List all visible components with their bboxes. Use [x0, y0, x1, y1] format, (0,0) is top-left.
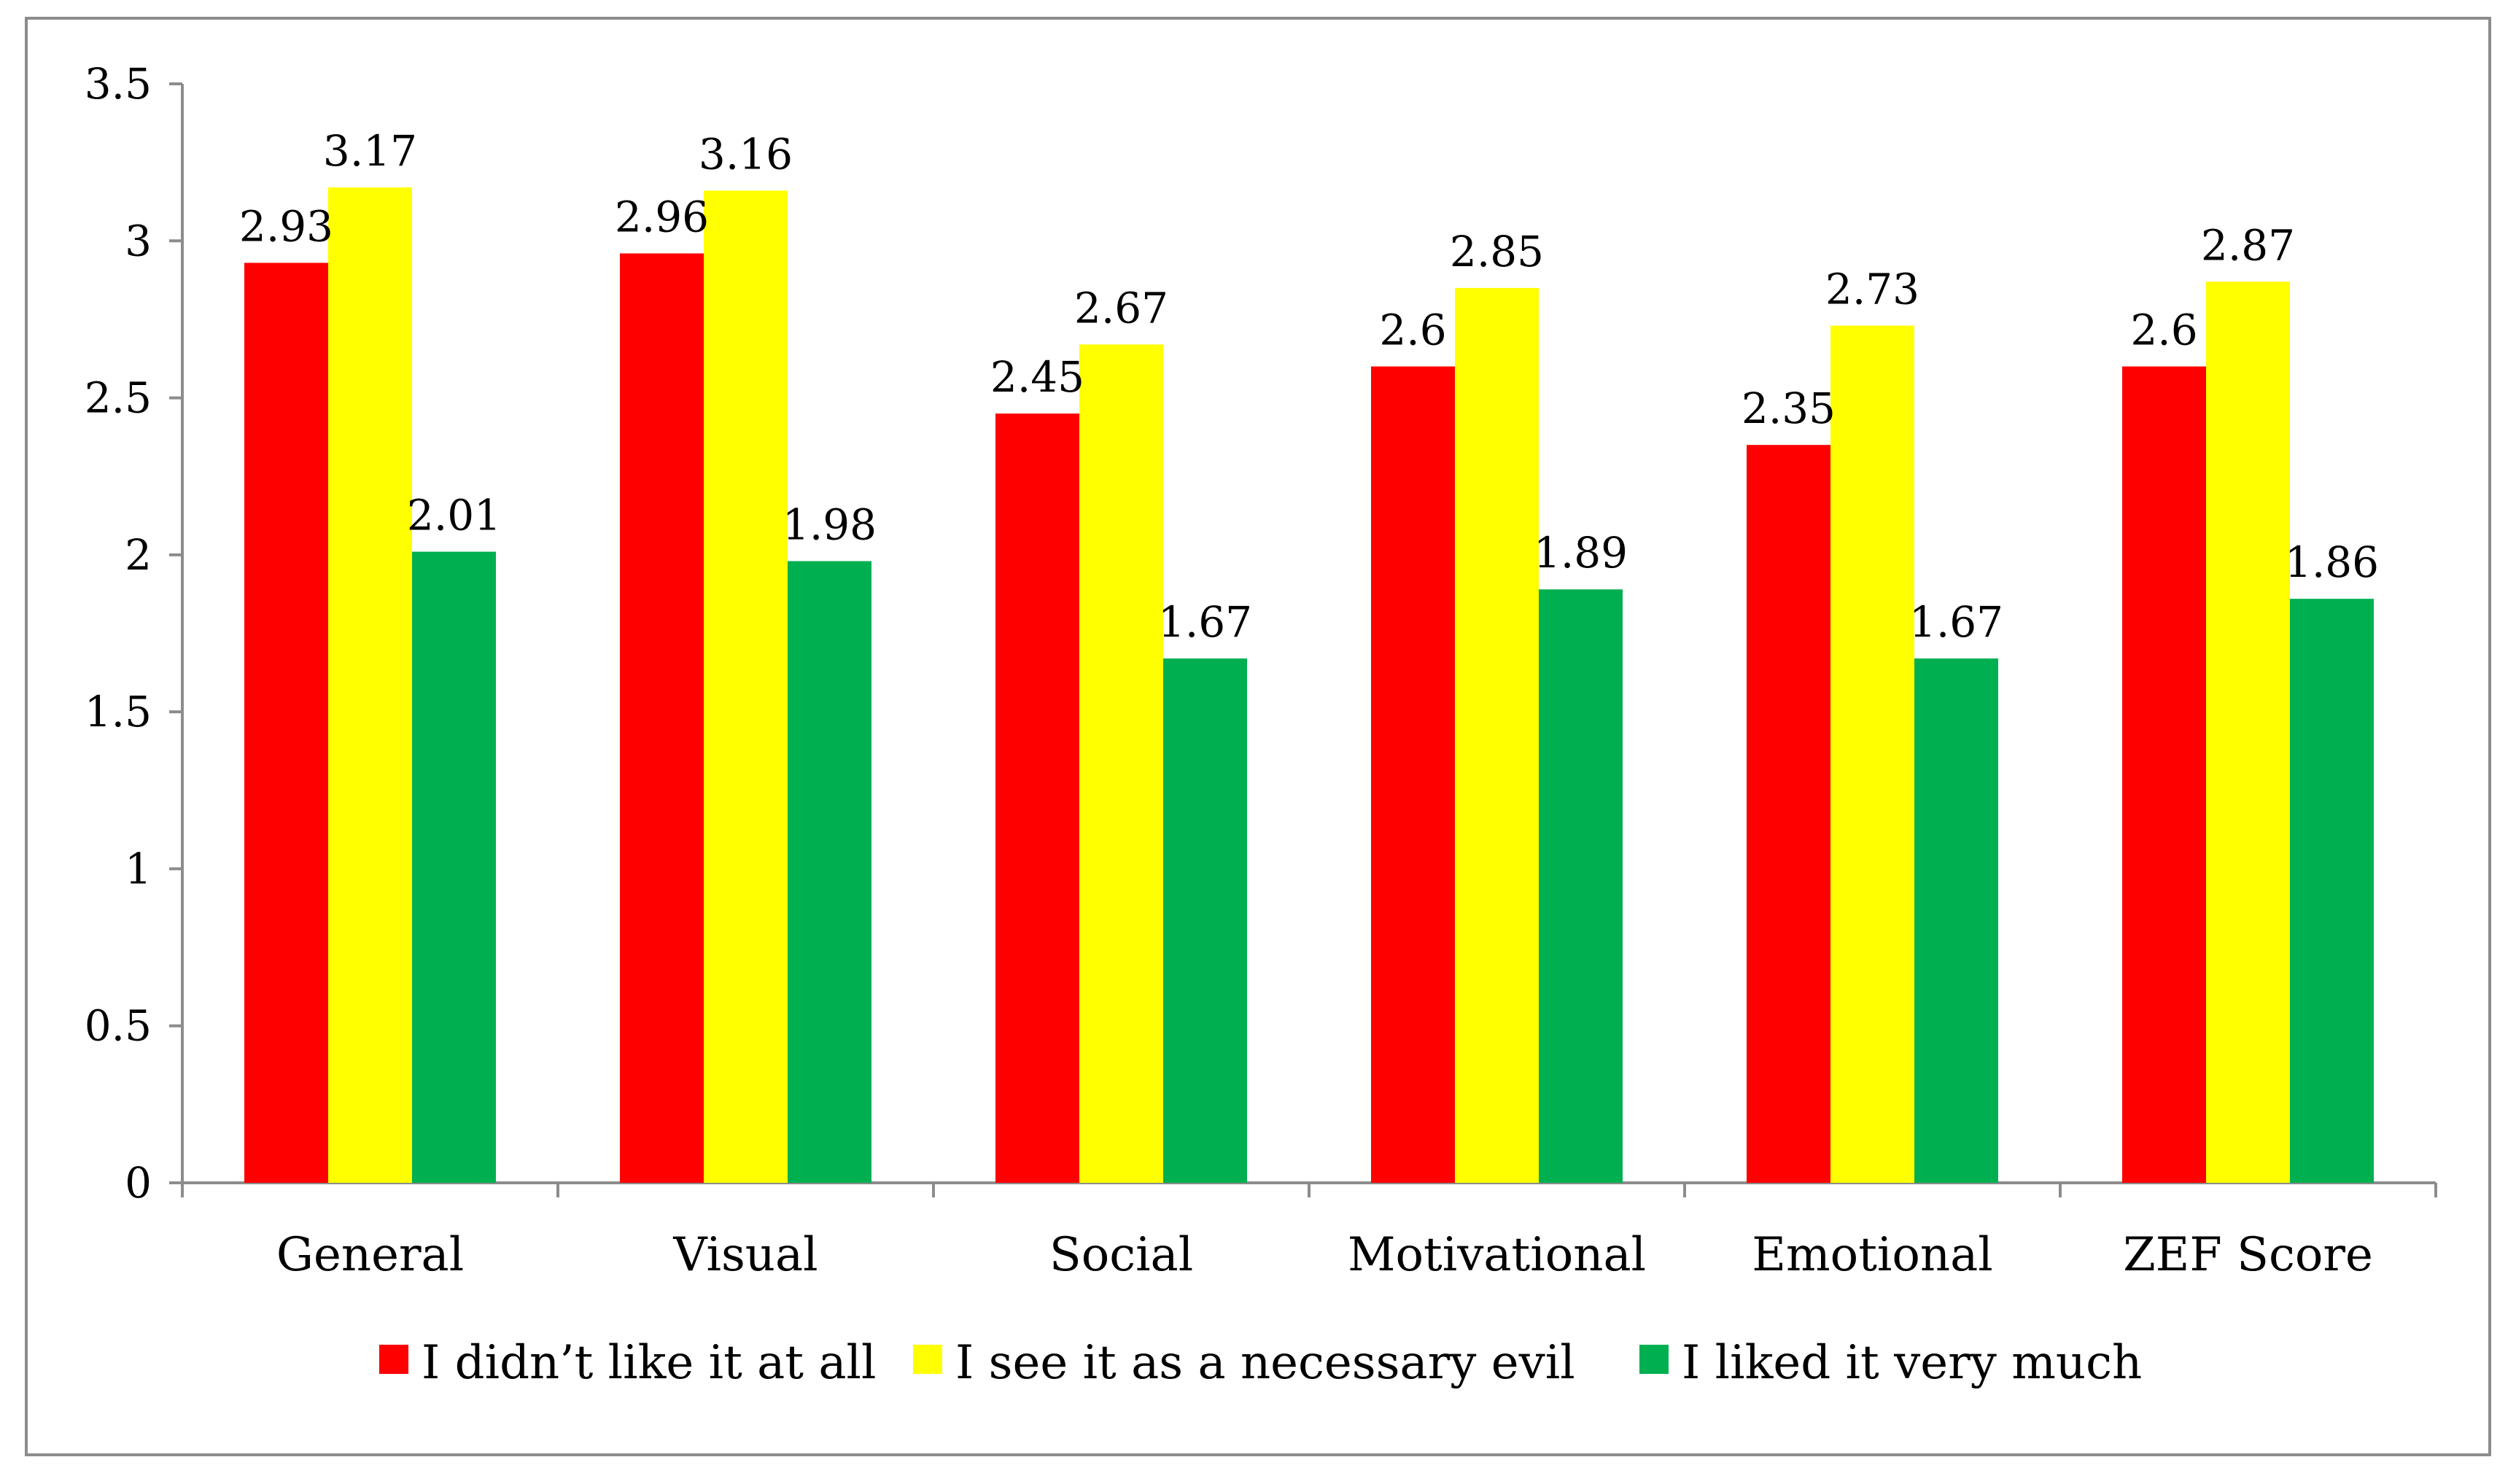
bar	[1455, 287, 1539, 1183]
x-tick-label: ZEF Score	[2123, 1228, 2373, 1282]
bar	[2206, 281, 2290, 1183]
data-label: 2.35	[1742, 384, 1836, 433]
data-label: 3.16	[699, 129, 793, 179]
x-tick-label: Social	[1049, 1228, 1193, 1282]
data-label: 2.01	[407, 491, 501, 540]
data-label: 2.6	[1379, 306, 1446, 355]
y-axis: 0 0.5 1 1.5 2 2.5 3 3.5	[85, 59, 184, 1208]
data-label: 2.87	[2201, 220, 2295, 270]
data-label: 2.6	[2130, 306, 2197, 355]
bar	[412, 551, 496, 1183]
bar	[620, 253, 704, 1184]
x-tick-label: Visual	[672, 1228, 818, 1282]
y-tick-label: 0.5	[85, 1001, 152, 1051]
bar	[1914, 658, 1998, 1183]
data-label: 1.86	[2285, 537, 2379, 587]
data-label: 2.93	[239, 201, 333, 251]
legend: I didn’t like it at all I see it as a nec…	[379, 1336, 2142, 1390]
legend-swatch	[913, 1345, 942, 1374]
y-tick-label: 3	[125, 216, 152, 265]
data-label: 2.73	[1825, 265, 1919, 314]
data-labels: 2.933.172.012.963.161.982.452.671.672.62…	[239, 126, 2379, 647]
data-label: 2.67	[1074, 283, 1168, 333]
y-tick-label: 1.5	[85, 687, 152, 737]
bar	[788, 561, 871, 1183]
data-label: 3.17	[323, 126, 417, 176]
legend-swatch	[379, 1345, 408, 1374]
data-label: 2.45	[990, 352, 1084, 402]
data-label: 1.89	[1534, 528, 1628, 578]
legend-label: I liked it very much	[1682, 1336, 2142, 1390]
bar	[1371, 366, 1455, 1183]
bar	[1539, 589, 1623, 1183]
bars	[244, 187, 2374, 1184]
data-label: 1.98	[783, 500, 877, 549]
data-label: 2.85	[1450, 227, 1544, 276]
y-tick-label: 1	[125, 844, 152, 893]
bar	[1079, 344, 1163, 1184]
legend-label: I didn’t like it at all	[422, 1336, 876, 1390]
bar	[1163, 658, 1247, 1183]
data-label: 1.67	[1158, 597, 1252, 647]
y-tick-label: 3.5	[85, 59, 152, 109]
bar	[995, 413, 1079, 1183]
x-tick-label: Emotional	[1752, 1228, 1993, 1282]
legend-swatch	[1639, 1345, 1669, 1374]
x-tick-label: General	[276, 1228, 464, 1282]
y-tick-label: 0	[125, 1158, 152, 1208]
data-label: 2.96	[615, 193, 709, 242]
bar	[704, 190, 788, 1183]
bar	[1747, 445, 1830, 1183]
bar	[244, 263, 328, 1183]
bar	[1830, 325, 1914, 1183]
data-label: 1.67	[1909, 597, 2003, 647]
bar	[328, 187, 412, 1183]
bar	[2290, 599, 2374, 1183]
legend-label: I see it as a necessary evil	[955, 1336, 1575, 1390]
x-tick-label: Motivational	[1348, 1228, 1646, 1282]
y-tick-label: 2	[125, 530, 152, 580]
x-axis: General Visual Social Motivational Emotional…	[181, 1181, 2437, 1282]
bar	[2122, 366, 2206, 1183]
y-tick-label: 2.5	[85, 373, 152, 423]
